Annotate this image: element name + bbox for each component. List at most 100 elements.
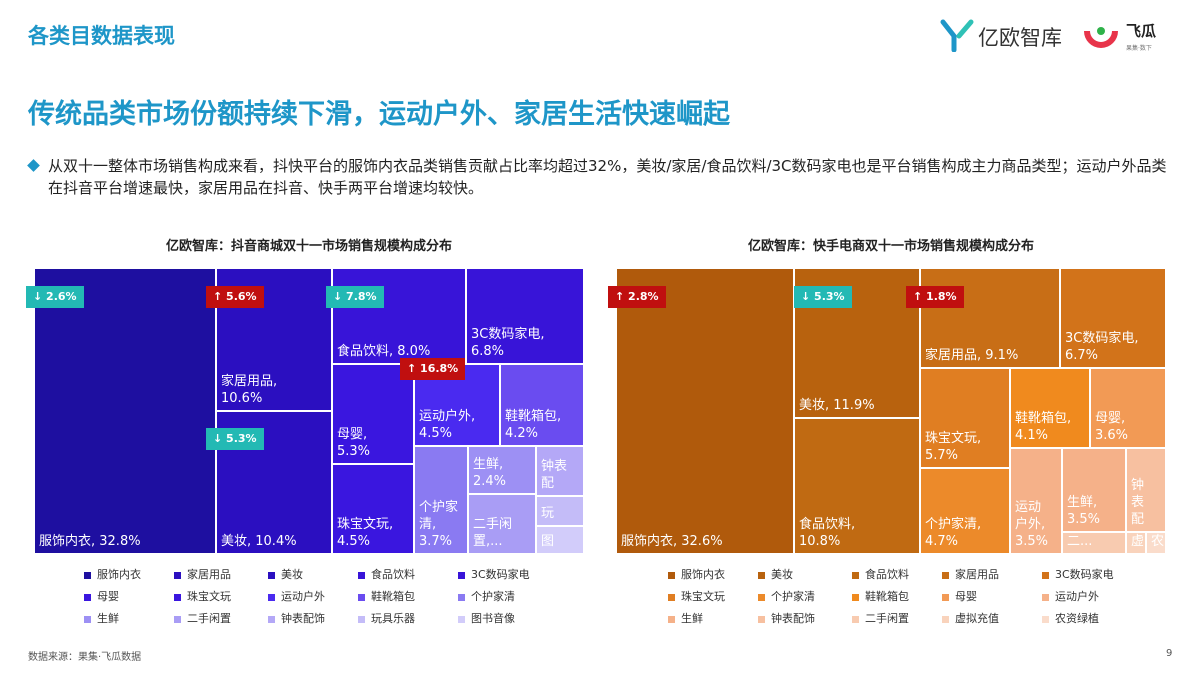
treemap-tile-label: 美妆, 10.4% [221,534,297,549]
growth-up-badge: ↑ 16.8% [400,358,466,380]
legend-label: 二手闲置 [187,612,231,625]
legend-swatch [174,571,181,579]
treemap-tile: 钟 表 配 [1126,448,1166,532]
treemap-tile: 虚 [1126,532,1146,554]
legend-swatch [668,593,675,601]
treemap-tile-label: 运动户外, 4.5% [419,409,476,441]
legend-swatch [1042,571,1049,579]
legend-swatch [458,615,465,623]
treemap-kuaishou: 服饰内衣, 32.6% 美妆, 11.9% 食品饮料, 10.8% 家居用品, 9.1… [608,268,1166,554]
growth-up-badge: ↑ 5.6% [206,286,264,308]
legend-item: 生鲜 [84,610,119,626]
feigua-logo-icon [1084,27,1118,48]
treemap-tile-label: 母婴, 5.3% [337,427,371,459]
treemap-tile: 二... [1062,532,1126,554]
treemap-tile-label: 二... [1067,534,1093,549]
legend-label: 运动户外 [281,590,325,603]
legend-swatch [358,571,365,579]
treemap-tile: 农 [1146,532,1166,554]
legend-label: 珠宝文玩 [681,590,725,603]
legend-label: 农资绿植 [1055,612,1099,625]
legend-swatch [358,593,365,601]
bullet-diamond-icon [27,159,40,172]
legend-item: 图书音像 [458,610,515,626]
treemap-tile-label: 服饰内衣, 32.6% [621,534,723,549]
legend-label: 3C数码家电 [471,568,530,581]
treemap-tile-label: 鞋靴箱包, 4.1% [1015,411,1072,443]
legend-label: 钟表配饰 [771,612,815,625]
treemap-tile: 个护家 清, 3.7% [414,446,468,554]
legend-item: 美妆 [758,566,793,582]
treemap-douyin: 服饰内衣, 32.8% 家居用品, 10.6% 美妆, 10.4% 食品饮料, 8.0… [26,268,584,554]
legend-item: 鞋靴箱包 [852,588,909,604]
treemap-tile: 二手闲 置,... [468,494,536,554]
treemap-tile: 运动 户外, 3.5% [1010,448,1062,554]
treemap-tile-label: 农 [1151,534,1165,549]
treemap-tile-label: 珠宝文玩, 4.5% [337,517,394,549]
chart-title-kuaishou: 亿欧智库：快手电商双十一市场销售规模构成分布 [747,239,1034,254]
legend-swatch [268,593,275,601]
legend-item: 服饰内衣 [84,566,141,582]
treemap-tile-label: 生鲜, 2.4% [473,457,507,489]
growth-down-badge: ↓ 5.3% [794,286,852,308]
legend-swatch [1042,593,1049,601]
legend-label: 运动户外 [1055,590,1099,603]
legend-label: 服饰内衣 [97,568,141,581]
section-title: 各类目数据表现 [28,24,175,48]
treemap-tile: 玩 [536,496,584,526]
legend-swatch [852,593,859,601]
legend-swatch [174,615,181,623]
legend-label: 3C数码家电 [1055,568,1114,581]
treemap-tile: 生鲜, 3.5% [1062,448,1126,532]
treemap-tile: 鞋靴箱包, 4.1% [1010,368,1090,448]
legend-item: 食品饮料 [852,566,909,582]
feigua-logo-tagline: 果集·数下 [1126,45,1152,52]
legend-item: 家居用品 [942,566,999,582]
treemap-tile: 服饰内衣, 32.6% [616,268,794,554]
yiou-logo-text: 亿欧智库 [978,26,1062,50]
feigua-logo-text: 飞瓜 [1126,22,1157,40]
treemap-tile: 珠宝文玩, 5.7% [920,368,1010,468]
treemap-tile-label: 食品饮料, 10.8% [799,517,856,549]
legend-label: 食品饮料 [371,568,415,581]
legend-swatch [84,593,91,601]
treemap-tile-label: 虚 [1131,534,1145,549]
legend-swatch [758,593,765,601]
legend-swatch [668,615,675,623]
legend-swatch [84,615,91,623]
legend-swatch [174,593,181,601]
growth-down-badge: ↓ 5.3% [206,428,264,450]
treemap-tile-label: 图 [541,534,555,549]
legend-label: 食品饮料 [865,568,909,581]
legend-label: 母婴 [955,590,977,603]
growth-up-badge: ↑ 2.8% [608,286,666,308]
legend-label: 鞋靴箱包 [371,590,415,603]
legend-swatch [758,615,765,623]
legend-item: 钟表配饰 [268,610,325,626]
yiou-logo-icon [940,19,974,52]
chart-title-douyin: 亿欧智库：抖音商城双十一市场销售规模构成分布 [165,239,452,254]
treemap-tile: 钟表 配 [536,446,584,496]
legend-label: 虚拟充值 [955,612,999,625]
legend-label: 母婴 [97,590,119,603]
legend-label: 家居用品 [187,568,231,581]
treemap-tile: 食品饮料, 8.0% [332,268,466,364]
headline: 传统品类市场份额持续下滑，运动户外、家居生活快速崛起 [28,99,730,130]
data-source: 数据来源：果集·飞瓜数据 [28,652,142,663]
legend-label: 生鲜 [97,612,119,625]
legend-label: 鞋靴箱包 [865,590,909,603]
treemap-tile: 珠宝文玩, 4.5% [332,464,414,554]
growth-down-badge: ↓ 7.8% [326,286,384,308]
legend-swatch [358,615,365,623]
legend-label: 美妆 [771,568,793,581]
treemap-tile: 图 [536,526,584,554]
legend-item: 鞋靴箱包 [358,588,415,604]
legend-item: 个护家清 [758,588,815,604]
legend-item: 运动户外 [268,588,325,604]
treemap-tile-label: 美妆, 11.9% [799,398,875,413]
legend-item: 美妆 [268,566,303,582]
treemap-tile-label: 珠宝文玩, 5.7% [925,431,982,463]
treemap-tile-label: 3C数码家电, 6.8% [471,327,545,359]
treemap-tile: 美妆, 10.4% [216,411,332,554]
legend-item: 钟表配饰 [758,610,815,626]
